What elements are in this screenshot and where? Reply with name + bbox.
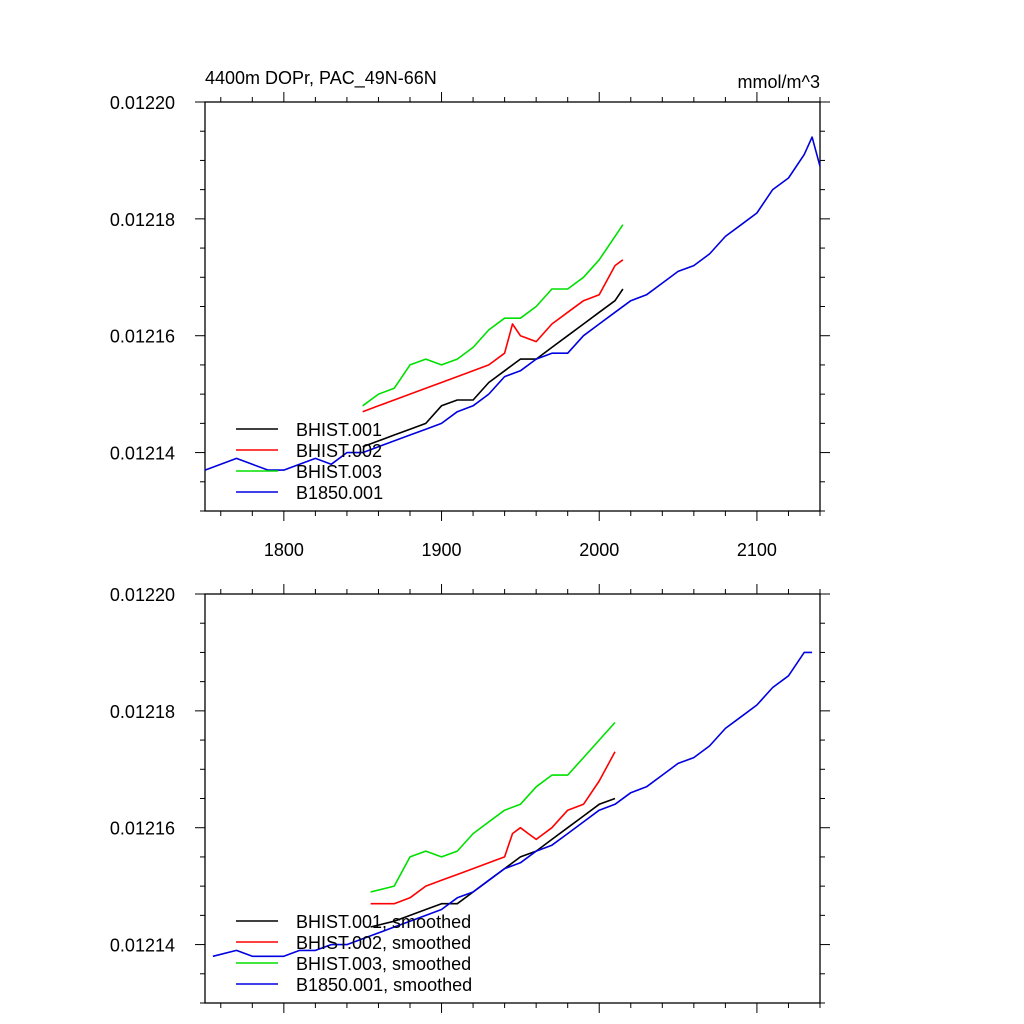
series-line xyxy=(370,721,616,893)
y-tick-label: 0.01220 xyxy=(110,585,175,605)
units-label: mmol/m^3 xyxy=(738,72,820,92)
legend-label: BHIST.001 xyxy=(296,420,382,440)
legend-label: BHIST.003 xyxy=(296,462,382,482)
x-tick-label: 1900 xyxy=(422,540,462,560)
y-tick-label: 0.01214 xyxy=(110,444,175,464)
y-tick-label: 0.01218 xyxy=(110,702,175,722)
legend-label: BHIST.003, smoothed xyxy=(296,954,471,974)
chart-title: 4400m DOPr, PAC_49N-66N xyxy=(205,68,437,89)
series-line xyxy=(362,224,624,407)
bottom-panel: 0.01214 0.01216 0.01218 0.01220 BHIST.001, s… xyxy=(110,584,830,1013)
legend-label: BHIST.002, smoothed xyxy=(296,933,471,953)
x-tick-label: 2100 xyxy=(737,540,777,560)
series-line xyxy=(204,136,821,471)
legend-label: BHIST.001, smoothed xyxy=(296,912,471,932)
y-tick-label: 0.01218 xyxy=(110,210,175,230)
series-line xyxy=(212,651,813,958)
legend-label: B1850.001 xyxy=(296,483,383,503)
y-tick-label: 0.01216 xyxy=(110,327,175,347)
series-line xyxy=(362,259,624,413)
series-line xyxy=(370,751,616,905)
y-tick-label: 0.01214 xyxy=(110,936,175,956)
series-line xyxy=(362,288,624,448)
x-tick-label: 1800 xyxy=(264,540,304,560)
x-tick-label: 2000 xyxy=(579,540,619,560)
top-panel: 1800 1900 2000 2100 0.01214 0.01216 0.01218 0.0… xyxy=(110,92,830,560)
legend-label: B1850.001, smoothed xyxy=(296,975,472,995)
y-tick-label: 0.01216 xyxy=(110,819,175,839)
y-tick-label: 0.01220 xyxy=(110,93,175,113)
legend-label: BHIST.002 xyxy=(296,441,382,461)
